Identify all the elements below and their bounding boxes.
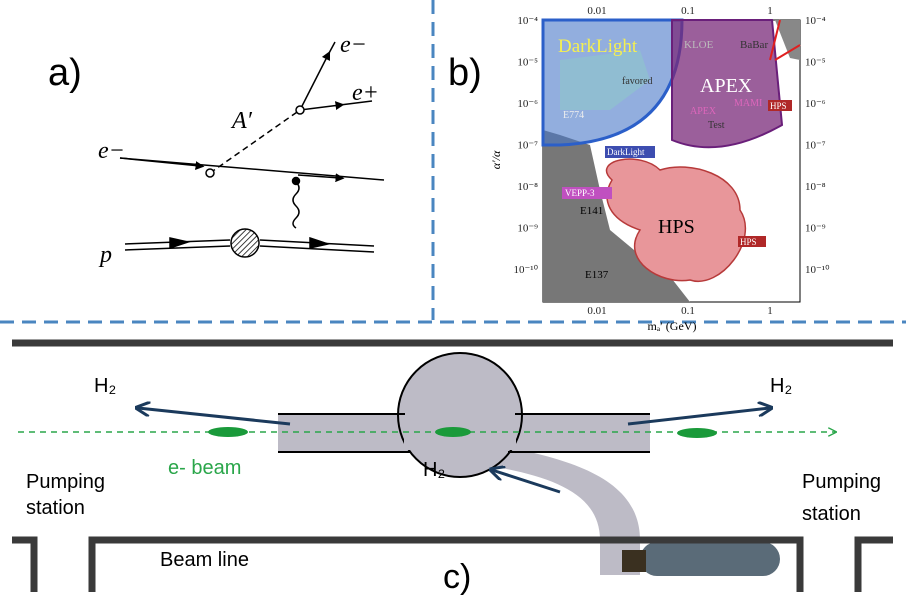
exclusion-plot (543, 20, 800, 302)
tick-label: 0.1 (681, 305, 695, 317)
bunch (208, 427, 248, 437)
tick-label: 1 (767, 305, 773, 317)
region-label: MAMI (734, 98, 762, 109)
panel-label: a) (48, 52, 82, 94)
tick-label: 10⁻⁴ (517, 15, 538, 27)
tick-label: 10⁻⁹ (805, 223, 826, 235)
tick-label: 10⁻¹⁰ (805, 264, 830, 276)
region-label: APEX (700, 75, 753, 97)
axis-title: mₐ′ (GeV) (648, 319, 697, 333)
particle-label: e− (98, 138, 125, 164)
region-label: HPS (658, 216, 695, 238)
region-label: E141 (580, 205, 603, 217)
station-label: station (802, 503, 861, 525)
tick-label: 10⁻⁸ (517, 181, 538, 193)
region-label: favored (622, 76, 653, 87)
station-label: Pumping (802, 471, 881, 493)
region-label: DarkLight (558, 36, 638, 57)
tick-label: 10⁻¹⁰ (513, 264, 538, 276)
tick-label: 10⁻⁹ (517, 223, 538, 235)
tick-label: 0.1 (681, 5, 695, 17)
beam-line-label: Beam line (160, 549, 249, 571)
particle-label: e+ (352, 80, 379, 106)
gas-label: H₂ (423, 459, 445, 481)
station-label: Pumping (26, 471, 105, 493)
panel-label: c) (443, 558, 471, 596)
region-label: E137 (585, 269, 609, 281)
particle-label: e− (340, 32, 367, 58)
region-label: KLOE (684, 39, 714, 51)
tick-label: 10⁻⁷ (805, 140, 826, 152)
region-label: BaBar (740, 39, 768, 51)
tick-label: 10⁻⁵ (805, 57, 826, 69)
region-label: HPS (770, 101, 787, 111)
bunch (435, 427, 471, 437)
region-label: APEX (690, 106, 717, 117)
tick-label: 1 (767, 5, 773, 17)
figure: a) e− e+ A′ e− p b) DarkLight APEX KLOE … (0, 0, 906, 600)
region-label: Test (708, 120, 725, 131)
tick-label: 10⁻⁵ (517, 57, 538, 69)
particle-label: p (98, 242, 112, 268)
region-label: E774 (563, 110, 584, 121)
region-label: VEPP-3 (565, 188, 595, 198)
axis-title: α′/α (489, 150, 503, 169)
tick-label: 10⁻⁷ (517, 140, 538, 152)
gas-label: H₂ (770, 375, 792, 397)
tick-label: 10⁻⁴ (805, 15, 826, 27)
bunch (677, 428, 717, 438)
gas-label: H₂ (94, 375, 116, 397)
tick-label: 10⁻⁶ (805, 98, 826, 110)
station-label: station (26, 497, 85, 519)
tick-label: 0.01 (587, 305, 606, 317)
region-label: HPS (740, 237, 757, 247)
tick-label: 10⁻⁶ (517, 98, 538, 110)
panel-label: b) (448, 52, 482, 94)
beam-label: e- beam (168, 457, 241, 479)
tick-label: 10⁻⁸ (805, 181, 826, 193)
feynman-diagram (120, 42, 384, 257)
tick-label: 0.01 (587, 5, 606, 17)
particle-label: A′ (230, 108, 253, 134)
region-label: DarkLight (607, 147, 645, 157)
